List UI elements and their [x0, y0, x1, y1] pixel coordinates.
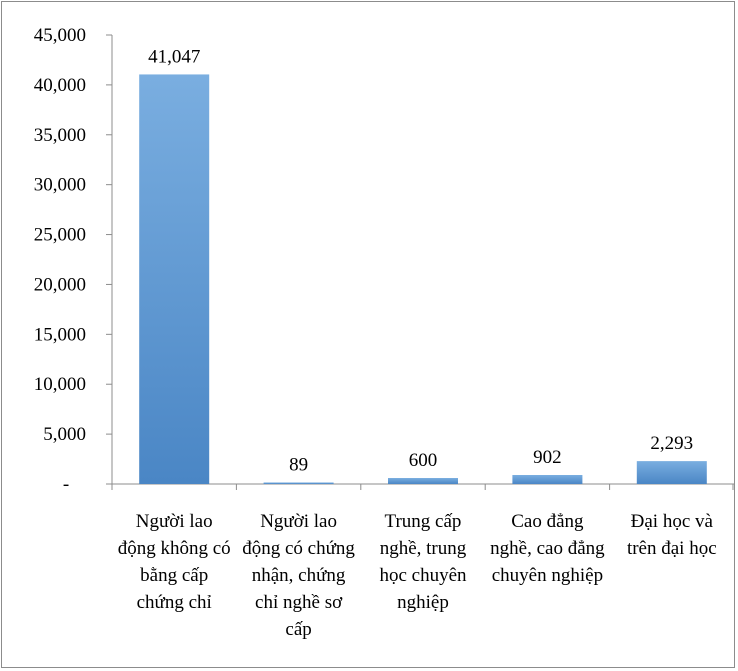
category-label-line: động có chứng	[242, 538, 355, 559]
data-label: 89	[289, 455, 308, 476]
category-labels: Người lao động không có bằng cấp chứng chỉN…	[118, 511, 717, 640]
x-axis	[111, 483, 734, 490]
category-label-line: cấp	[285, 619, 311, 640]
y-tick-label: 5,000	[43, 424, 86, 445]
bar	[512, 475, 583, 484]
y-tick-label: 10,000	[34, 374, 86, 395]
category-label-line: học chuyên	[379, 565, 467, 586]
category-label: Trung cấp nghề, trung học chuyên nghiệp	[379, 511, 467, 613]
category-label-line: nghề, trung	[380, 538, 467, 559]
y-tick-label: 15,000	[34, 324, 86, 345]
category-label-line: nhận, chứng	[252, 565, 346, 586]
y-axis: - 5,000 10,000 15,000 20,000 25,000 30,000 35,0…	[34, 25, 113, 495]
category-label-line: chứng chỉ	[137, 592, 212, 613]
data-label: 902	[533, 447, 562, 468]
bar	[636, 461, 707, 484]
data-label: 41,047	[148, 46, 200, 67]
category-label-line: Người lao	[136, 511, 213, 532]
bar	[263, 482, 334, 484]
category-label-line: chuyên nghiệp	[492, 565, 603, 586]
bar	[139, 74, 210, 485]
category-label-line: nghề, cao đẳng	[490, 538, 605, 559]
category-label-line: Người lao	[260, 511, 337, 532]
data-label: 600	[409, 450, 438, 471]
category-label-line: động không có	[118, 538, 231, 559]
data-labels: 41,047 89 600 902 2,293	[148, 46, 693, 475]
category-label-line: Cao đẳng	[511, 511, 584, 532]
category-label-line: trên đại học	[627, 538, 717, 559]
category-label: Người lao động không có bằng cấp chứng chỉ	[118, 511, 231, 613]
bar	[388, 478, 458, 484]
category-label-line: bằng cấp	[140, 565, 208, 586]
y-tick-label: 40,000	[34, 75, 86, 96]
y-tick-label: 35,000	[34, 125, 86, 146]
bars	[139, 74, 707, 485]
category-label-line: nghiệp	[397, 592, 449, 613]
data-label: 2,293	[650, 433, 693, 454]
y-tick-label: 25,000	[34, 225, 86, 246]
y-tick-label: 45,000	[34, 25, 86, 46]
y-tick-label: 30,000	[34, 175, 86, 196]
category-label-line: Trung cấp	[385, 511, 462, 532]
category-label-line: Đại học và	[631, 511, 714, 532]
category-label: Đại học và trên đại học	[627, 511, 717, 559]
category-label-line: chỉ nghề sơ	[255, 592, 343, 613]
category-label: Người lao động có chứng nhận, chứng chỉ ngh…	[242, 511, 355, 640]
category-label: Cao đẳng nghề, cao đẳng chuyên nghiệp	[490, 511, 605, 586]
y-tick-label: -	[63, 474, 69, 495]
y-tick-label: 20,000	[34, 274, 86, 295]
